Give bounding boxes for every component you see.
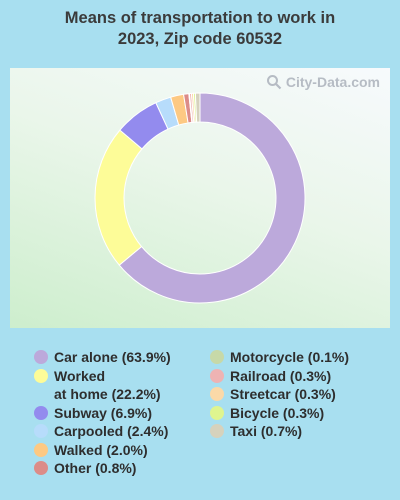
legend-swatch xyxy=(34,442,48,457)
legend-label: Streetcar (0.3%) xyxy=(230,386,336,402)
legend-item-right-4: Taxi (0.7%) xyxy=(210,422,302,440)
legend-item-left-5: Other (0.8%) xyxy=(34,459,136,477)
legend-swatch xyxy=(210,424,224,438)
legend-item-left-2: Subway (6.9%) xyxy=(34,404,152,422)
legend-label: Bicycle (0.3%) xyxy=(230,404,325,421)
legend-swatch xyxy=(210,350,224,364)
legend-swatch xyxy=(34,368,48,383)
legend-swatch xyxy=(210,387,224,401)
legend-label: Motorcycle (0.1%) xyxy=(230,349,350,365)
legend-swatch xyxy=(210,405,224,420)
legend-item-right-3: Bicycle (0.3%) xyxy=(210,404,324,422)
legend-label: Railroad (0.3%) xyxy=(230,367,332,384)
legend-swatch xyxy=(34,424,48,438)
legend-label: Subway (6.9%) xyxy=(54,404,153,421)
legend-item-left-3: Carpooled (2.4%) xyxy=(34,422,168,440)
donut-slice-10 xyxy=(194,92,201,123)
search-icon xyxy=(266,75,282,90)
watermark: City-Data.com xyxy=(266,74,380,90)
legend-label: Taxi (0.7%) xyxy=(230,423,303,439)
legend-label: Carpooled (2.4%) xyxy=(54,423,169,439)
legend-label: Car alone (63.9%) xyxy=(54,349,171,365)
legend-swatch xyxy=(210,368,224,383)
watermark-text: City-Data.com xyxy=(285,74,380,90)
legend-item-left-0: Car alone (63.9%) xyxy=(34,348,171,366)
legend-item-right-0: Motorcycle (0.1%) xyxy=(210,348,349,366)
legend-swatch xyxy=(34,461,48,475)
legend-label: Worked at home (22.2%) xyxy=(54,367,161,402)
legend-item-left-4: Walked (2.0%) xyxy=(34,441,148,459)
chart-title-line2: 2023, Zip code 60532 xyxy=(117,30,283,48)
legend-label: Other (0.8%) xyxy=(54,460,137,476)
legend-swatch xyxy=(34,350,48,364)
legend-item-right-1: Railroad (0.3%) xyxy=(210,367,331,385)
legend-item-right-2: Streetcar (0.3%) xyxy=(210,385,336,403)
legend-label: Walked (2.0%) xyxy=(54,441,148,458)
chart-title-line1: Means of transportation to work in xyxy=(64,9,336,27)
chart-title: Means of transportation to work in 2023,… xyxy=(0,8,400,50)
legend-item-left-1: Worked at home (22.2%) xyxy=(34,367,161,403)
legend-swatch xyxy=(34,405,48,420)
donut-slice-0 xyxy=(118,92,306,304)
